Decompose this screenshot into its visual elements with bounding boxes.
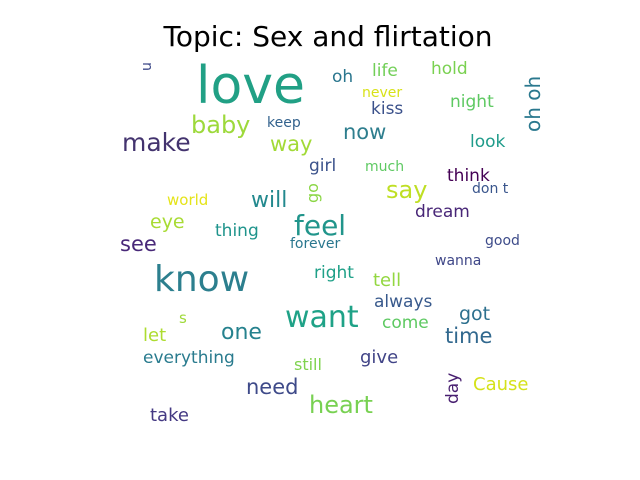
word-take: take <box>150 405 189 426</box>
word-good: good <box>485 233 520 249</box>
word-much: much <box>365 159 405 175</box>
word-keep: keep <box>267 115 301 131</box>
word-come: come <box>382 313 429 333</box>
word-one: one <box>221 320 262 345</box>
word-need: need <box>246 375 299 399</box>
word-everything: everything <box>143 348 235 368</box>
word-still: still <box>294 355 322 374</box>
word-night: night <box>450 92 494 112</box>
word-oh-oh: oh oh <box>521 75 545 132</box>
word-time: time <box>445 324 493 348</box>
word-give: give <box>360 347 399 368</box>
word-make: make <box>122 128 191 157</box>
word-eye: eye <box>150 211 185 233</box>
word-kiss: kiss <box>371 99 404 119</box>
word-baby: baby <box>191 111 251 139</box>
word-world: world <box>167 191 209 209</box>
word-love: love <box>196 56 306 116</box>
word-girl: girl <box>309 156 337 176</box>
word-dream: dream <box>415 202 470 222</box>
word-forever: forever <box>290 236 341 252</box>
word-cause: Cause <box>473 374 529 395</box>
word-always: always <box>374 292 433 312</box>
chart-title: Topic: Sex and flirtation <box>163 20 493 53</box>
word-hold: hold <box>431 59 468 79</box>
word-s: s <box>179 309 187 327</box>
word-feel: feel <box>294 209 347 242</box>
word-tell: tell <box>373 270 402 291</box>
word-never: never <box>362 85 403 101</box>
word-u: u <box>139 62 155 71</box>
word-life: life <box>372 61 398 81</box>
word-let: let <box>143 325 167 346</box>
word-see: see <box>120 232 157 256</box>
word-got: got <box>459 303 491 325</box>
word-will: will <box>251 188 288 213</box>
word-think: think <box>447 166 490 186</box>
word-way: way <box>270 132 313 156</box>
word-thing: thing <box>215 221 259 241</box>
word-oh: oh <box>332 67 354 87</box>
word-right: right <box>314 263 354 283</box>
word-now: now <box>343 120 387 144</box>
word-go: go <box>303 183 322 203</box>
word-look: look <box>470 132 506 152</box>
word-wanna: wanna <box>435 253 482 269</box>
word-know: know <box>154 259 250 300</box>
word-heart: heart <box>309 391 373 419</box>
word-don-t: don t <box>472 181 509 197</box>
word-day: day <box>443 372 463 404</box>
word-say: say <box>386 176 428 204</box>
word-want: want <box>285 300 359 335</box>
